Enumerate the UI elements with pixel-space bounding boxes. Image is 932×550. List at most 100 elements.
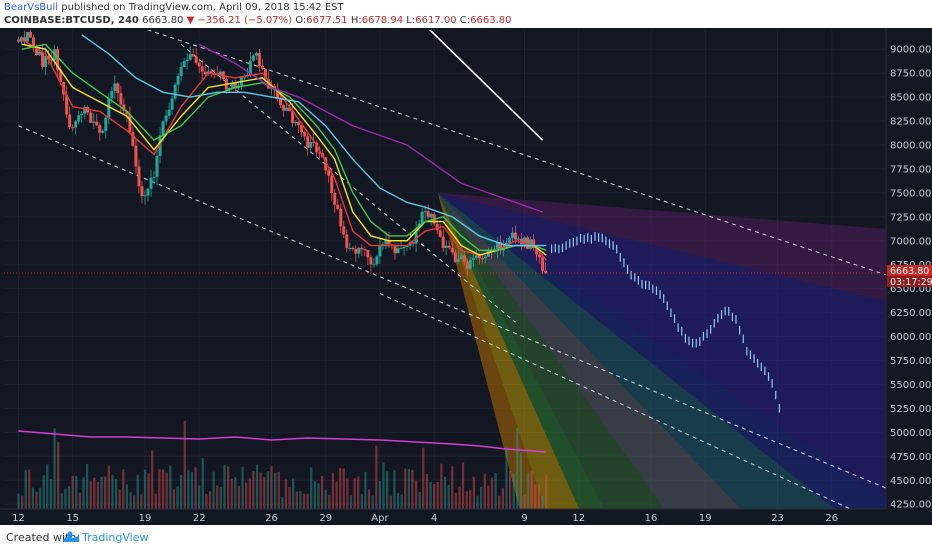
candle-body (263, 68, 267, 79)
symbol-line: COINBASE:BTCUSD, 240 6663.80 ▼ −356.21 (… (4, 15, 511, 26)
time-tick-label: 12 (572, 513, 585, 524)
candle-body (101, 130, 105, 133)
candle-body (119, 93, 123, 105)
candle-body (387, 239, 391, 245)
candle-body (285, 107, 289, 111)
volume-bars (17, 421, 548, 509)
price-tick-label: 6500.00 (890, 284, 931, 295)
created-with-label: Created with (6, 531, 77, 544)
candle-body (116, 83, 120, 94)
price-chart[interactable]: 9000.00 8750.00 8500.00 8250.00 8000.00 7750.… (0, 28, 932, 525)
candle-body (333, 192, 337, 205)
volume-bar (259, 472, 262, 509)
volume-bar (313, 481, 316, 509)
volume-bar (360, 494, 363, 509)
candle-body (95, 121, 99, 126)
ma-yellow-line (21, 43, 547, 256)
candle-body (203, 71, 207, 75)
candle-body (342, 226, 346, 235)
candle-body (110, 90, 114, 99)
volume-bar (198, 485, 201, 509)
candle-body (541, 257, 545, 271)
volume-bar (465, 491, 468, 509)
candle-body (25, 31, 29, 42)
candle-body (426, 211, 430, 218)
volume-bar (227, 466, 230, 509)
volume-bar (20, 495, 24, 509)
candle-body (257, 52, 261, 67)
low-label: L: (406, 15, 416, 26)
candle-body (104, 117, 108, 131)
volume-bar (205, 494, 208, 509)
volume-bar (35, 491, 38, 509)
chart-header: BearVsBull published on TradingView.com,… (0, 0, 932, 28)
candle-body (336, 204, 340, 209)
volume-bar (111, 474, 114, 509)
tradingview-brand[interactable]: TradingView (82, 531, 149, 544)
volume-bar (288, 487, 291, 509)
volume-bar (490, 477, 494, 509)
candle-body (227, 87, 231, 90)
volume-bar (31, 487, 35, 509)
fan-wedge (437, 192, 835, 509)
volume-bar (122, 469, 125, 509)
candle-body (399, 248, 403, 250)
volume-bar (71, 475, 74, 509)
volume-bar (78, 492, 82, 509)
volume-bar (378, 481, 382, 509)
candle-body (254, 52, 258, 56)
volume-bar (389, 495, 392, 509)
candle-body (161, 121, 165, 136)
candle-body (230, 82, 234, 88)
author-link[interactable]: BearVsBull (4, 2, 59, 13)
candle-body (294, 122, 298, 124)
candle-body (218, 71, 222, 76)
candle-body (197, 62, 201, 67)
candle-body (532, 239, 536, 249)
volume-bar (317, 483, 320, 509)
volume-bar (89, 480, 92, 509)
time-tick-label: 26 (825, 513, 838, 524)
volume-bar (346, 478, 349, 509)
price-tick-label: 4750.00 (890, 452, 931, 463)
volume-bar (454, 492, 457, 509)
candle-body (535, 248, 539, 255)
volume-bar (125, 484, 129, 509)
candle-body (420, 211, 424, 224)
candle-body (517, 238, 520, 240)
candle-body (50, 59, 54, 61)
volume-bar (230, 478, 233, 509)
volume-bar (245, 482, 248, 509)
volume-bar (154, 493, 157, 509)
volume-bar (93, 477, 96, 509)
volume-bar (461, 462, 465, 509)
price-tick-label: 5750.00 (890, 356, 931, 367)
volume-bar (190, 472, 194, 509)
candle-body (480, 258, 484, 260)
time-tick-label: 4 (431, 513, 437, 524)
volume-bar (393, 470, 396, 509)
volume-bar (86, 464, 89, 509)
candle-body (523, 237, 527, 245)
candle-body (125, 110, 129, 115)
volume-bar (201, 458, 204, 509)
volume-bar (545, 474, 548, 509)
volume-bar (140, 494, 143, 509)
volume-bar (501, 488, 504, 509)
candle-body (318, 152, 322, 154)
candle-body (504, 242, 508, 247)
candle-body (137, 166, 141, 187)
candle-body (176, 76, 180, 85)
down-arrow-icon: ▼ (186, 15, 195, 26)
time-tick-label: Apr (371, 513, 389, 524)
candle-body (89, 112, 93, 123)
candle-body (423, 211, 427, 213)
volume-bar (382, 462, 385, 509)
price-tick-label: 8250.00 (890, 117, 931, 128)
volume-bar (17, 493, 20, 509)
price-tick-label: 7250.00 (890, 212, 931, 223)
last-price-badge (887, 264, 932, 276)
candle-body (22, 37, 26, 42)
candle-body (143, 195, 147, 197)
candle-body (526, 237, 530, 249)
